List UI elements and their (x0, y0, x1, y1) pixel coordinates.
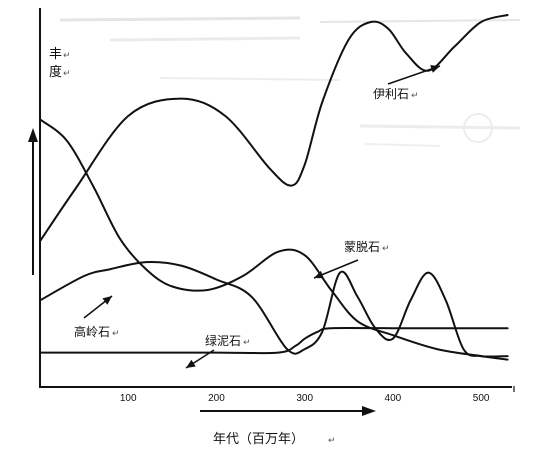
label-arrow-line (387, 65, 441, 85)
illite-label: 伊利石 (373, 87, 409, 101)
chlorite-curve (39, 326, 509, 355)
paragraph-mark: ↵ (112, 329, 120, 339)
label-arrow-head (186, 359, 196, 368)
y-direction-arrow (28, 128, 38, 275)
paragraph-mark: ↵ (382, 244, 390, 254)
kaolinite-curve (39, 118, 509, 361)
x-tick-label: 100 (120, 393, 137, 404)
montmorillonite-label: 蒙脱石 (344, 239, 380, 254)
x-tick-label: 400 (385, 393, 402, 404)
background-paper-marks (59, 16, 521, 147)
montmorillonite-curve (39, 260, 509, 358)
x-tick-label: 200 (208, 393, 225, 404)
paragraph-mark: ↵ (243, 338, 251, 348)
x-tick-label: 500 (473, 393, 490, 404)
series-labels: 伊利石 ↵高岭石 ↵蒙脱石 ↵绿泥石 ↵ (74, 65, 441, 369)
paragraph-mark: ↵ (328, 436, 336, 446)
x-direction-arrow (200, 406, 376, 416)
chlorite-label: 绿泥石 (205, 333, 241, 348)
y-axis-label-bottom: 度 (49, 64, 62, 80)
x-tick-label: 300 (296, 393, 313, 404)
paragraph-mark: ↵ (63, 69, 71, 79)
label-arrow-head (430, 65, 440, 73)
series-curves (39, 14, 509, 361)
paragraph-mark: ↵ (63, 51, 71, 61)
y-axis-label-top: 丰 (49, 47, 62, 62)
paragraph-mark: ↵ (411, 91, 419, 101)
kaolinite-label: 高岭石 (74, 324, 110, 339)
x-tick-labels: 100 200 300 400 500 (120, 393, 490, 404)
label-arrow-head (314, 270, 324, 279)
x-axis-label: 年代（百万年） (213, 432, 304, 447)
label-arrow-head (102, 296, 112, 305)
